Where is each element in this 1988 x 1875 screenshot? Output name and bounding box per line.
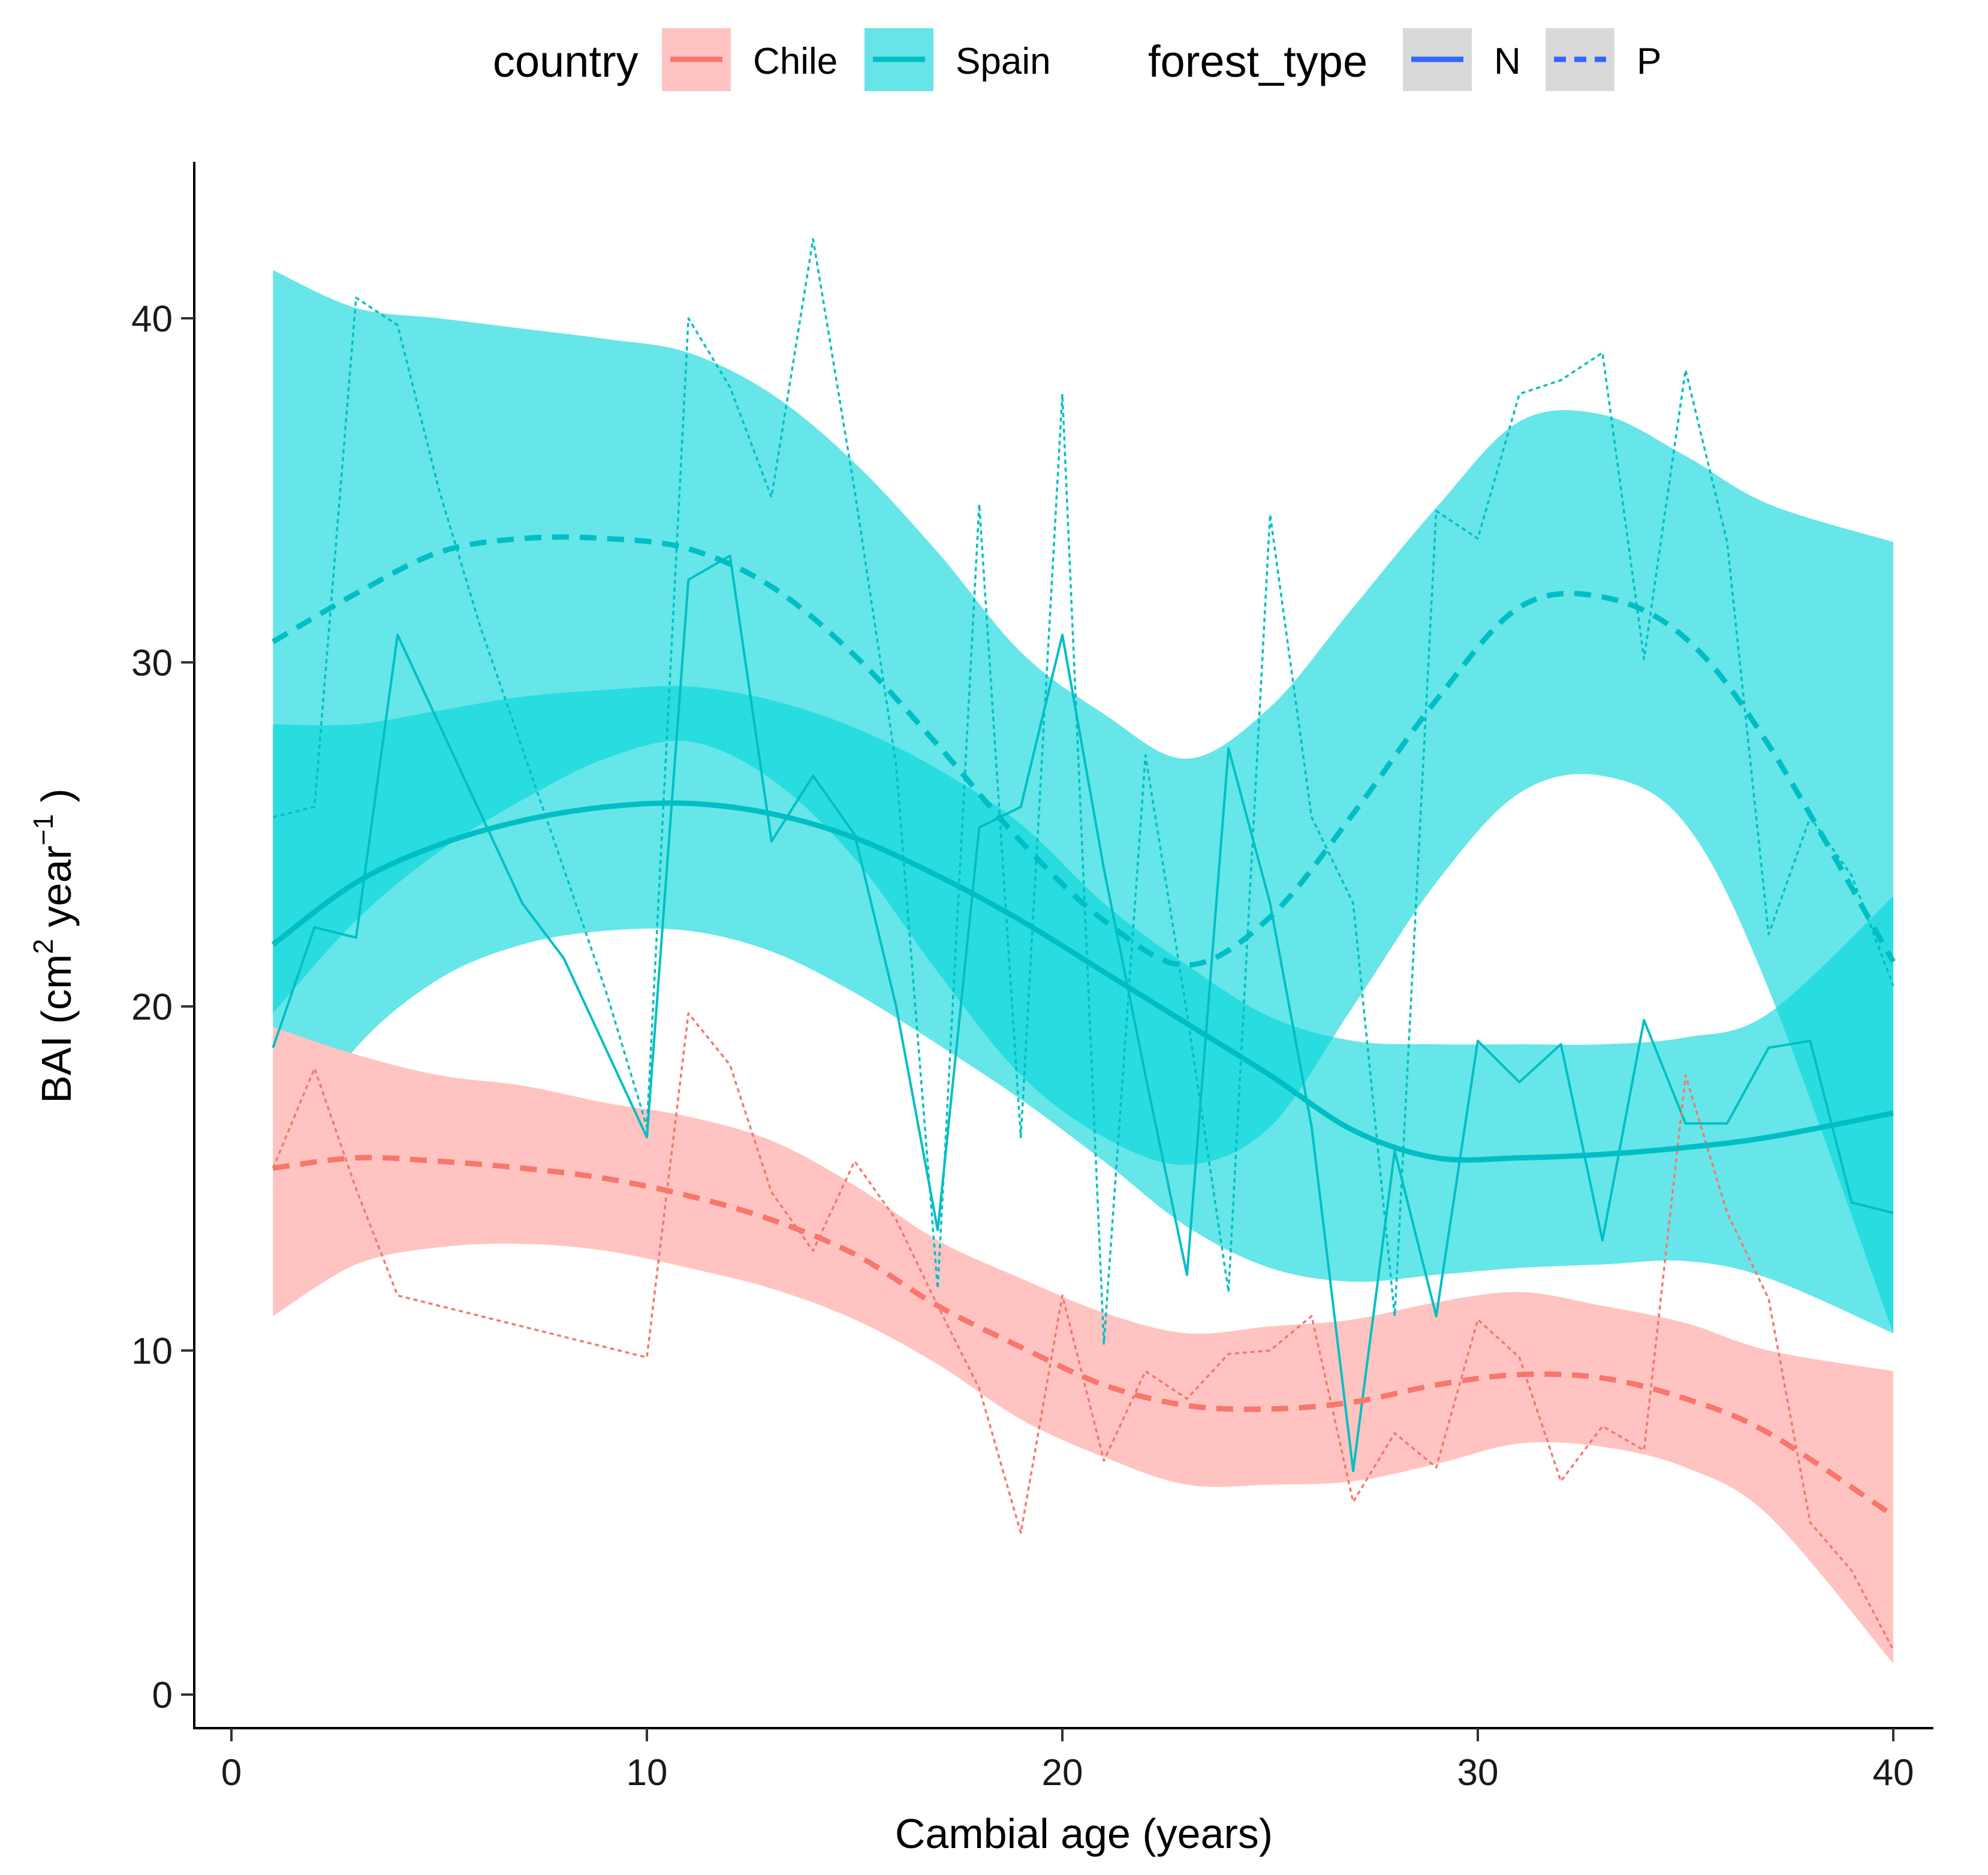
- smooth-line-spain-p-smooth: [272, 534, 1896, 968]
- ci-ribbon-spain-n-smooth: [273, 686, 1893, 1334]
- y-tick-label-20: 20: [131, 987, 173, 1028]
- series-spain-p-observed: [272, 238, 1894, 1345]
- x-tick-label-40: 40: [1873, 1752, 1914, 1793]
- x-tick-label-0: 0: [221, 1752, 242, 1793]
- y-axis-title-sup-minus1: −1: [28, 814, 59, 845]
- legend-label-spain: Spain: [956, 41, 1051, 82]
- legend-label-chile: Chile: [753, 41, 838, 82]
- smooth-line-chile-p-smooth: [272, 1154, 1895, 1518]
- axes: 0 10 20 30 40 0 10 20 30 40: [131, 162, 1933, 1793]
- x-tick-label-20: 20: [1042, 1752, 1083, 1793]
- y-tick-label-10: 10: [131, 1331, 173, 1372]
- y-axis-title-year: year: [33, 846, 80, 939]
- legend: country Chile Spain forest_type N P: [493, 28, 1661, 91]
- smooth-series: [271, 534, 1896, 1518]
- y-tick-label-40: 40: [131, 299, 173, 340]
- smooth-line-spain-n-smooth: [271, 800, 1894, 1163]
- y-axis-title: BAI (cm2 year−1 ): [28, 788, 80, 1103]
- legend-country-title: country: [493, 37, 638, 86]
- y-axis-title-base: BAI (cm: [33, 954, 80, 1104]
- ci-ribbon-chile-p-smooth: [273, 1027, 1893, 1664]
- y-tick-label-0: 0: [152, 1675, 173, 1716]
- y-axis-title-end: ): [33, 788, 80, 814]
- y-axis-title-sup-2: 2: [28, 939, 59, 954]
- legend-forest-type-title: forest_type: [1148, 37, 1367, 86]
- x-ticks: 0 10 20 30 40: [221, 1728, 1914, 1793]
- legend-label-n: N: [1494, 41, 1521, 82]
- x-axis-title: Cambial age (years): [895, 1810, 1273, 1857]
- y-ticks: 0 10 20 30 40: [131, 299, 194, 1716]
- series-spain-n-observed: [272, 554, 1894, 1472]
- legend-label-p: P: [1637, 41, 1661, 82]
- y-tick-label-30: 30: [131, 643, 173, 684]
- x-tick-label-10: 10: [626, 1752, 668, 1793]
- x-tick-label-30: 30: [1457, 1752, 1499, 1793]
